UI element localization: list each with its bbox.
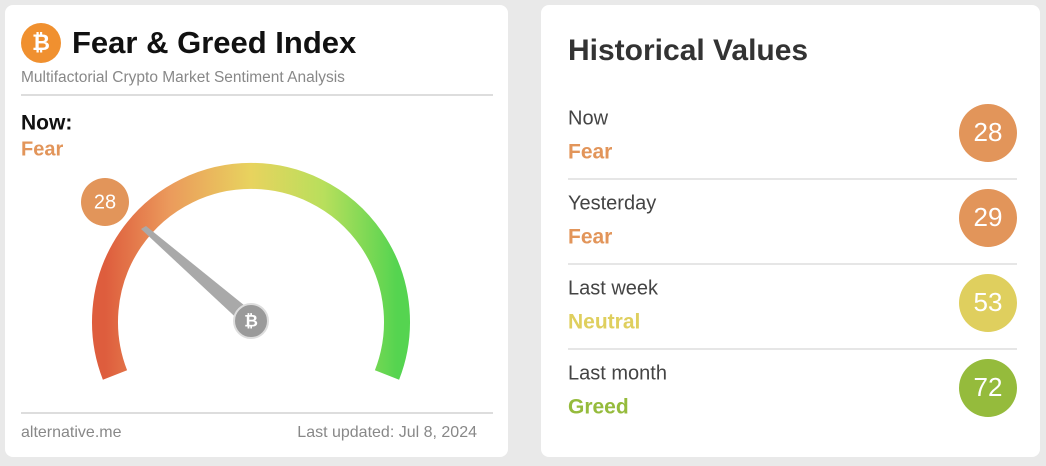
source: alternative.me (21, 424, 122, 441)
value-badge (81, 178, 129, 226)
subtitle: Multifactorial Crypto Market Sentiment A… (21, 69, 345, 86)
value-circle (959, 189, 1017, 247)
needle (141, 226, 255, 326)
row-label: Last week (568, 277, 659, 299)
bitcoin-symbol: ₿ (32, 30, 50, 55)
bitcoin-icon (21, 23, 61, 63)
value-circle (959, 274, 1017, 332)
value-badge-text: 28 (94, 191, 116, 213)
title: Fear & Greed Index (72, 25, 357, 60)
row-classification: Fear (568, 226, 612, 249)
row-label: Yesterday (568, 192, 656, 214)
row-value: 29 (974, 202, 1003, 232)
value-circle (959, 104, 1017, 162)
needle-hub (233, 303, 269, 339)
now-classification: Fear (21, 138, 63, 160)
row-value: 53 (974, 287, 1003, 317)
last-updated: Last updated: Jul 8, 2024 (297, 424, 477, 441)
now-label: Now: (21, 112, 72, 135)
value-circle (959, 359, 1017, 417)
row-classification: Greed (568, 396, 629, 419)
row-value: 72 (974, 372, 1003, 402)
history-title: Historical Values (568, 34, 808, 67)
row-classification: Fear (568, 141, 612, 164)
row-value: 28 (974, 117, 1003, 147)
gauge-arc (92, 162, 410, 380)
row-label: Last month (568, 362, 667, 384)
card (541, 5, 1040, 457)
row-classification: Neutral (568, 311, 640, 334)
row-label: Now (568, 107, 609, 129)
history-rows: Now Fear 28 Yesterday Fear 29 Last week Neutral… (568, 104, 1017, 419)
hub-symbol: ₿ (244, 311, 258, 330)
